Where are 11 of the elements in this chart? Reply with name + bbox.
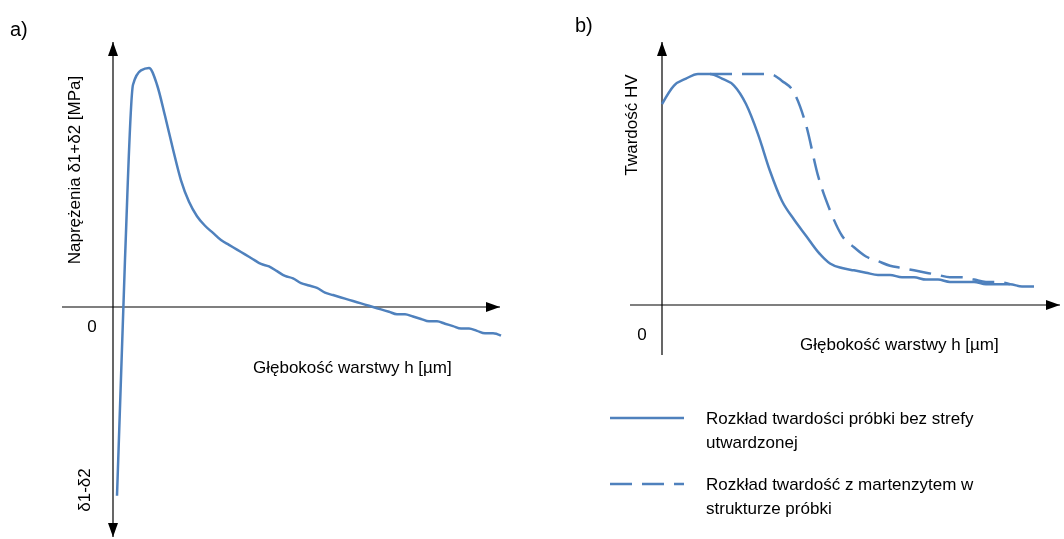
legend-label: Rozkład twardość z martenzytem w strukturze próbki <box>706 475 975 518</box>
y-axis-title: Naprężenia δ1+δ2 [MPa] <box>65 75 84 265</box>
y-axis-title: Twardość HV <box>622 73 641 176</box>
chart-title: a) <box>10 18 28 40</box>
x-axis-title: Głębokość warstwy h [µm] <box>800 335 999 354</box>
chart-title: b) <box>575 14 593 36</box>
text: δ1-δ2 <box>75 468 94 512</box>
legend-label: Rozkład twardości próbki bez strefy utwardzonej <box>706 409 974 452</box>
text: 0 <box>87 317 97 336</box>
x-axis-title: Głębokość warstwy h [µm] <box>253 358 452 377</box>
text: 0 <box>637 325 647 344</box>
